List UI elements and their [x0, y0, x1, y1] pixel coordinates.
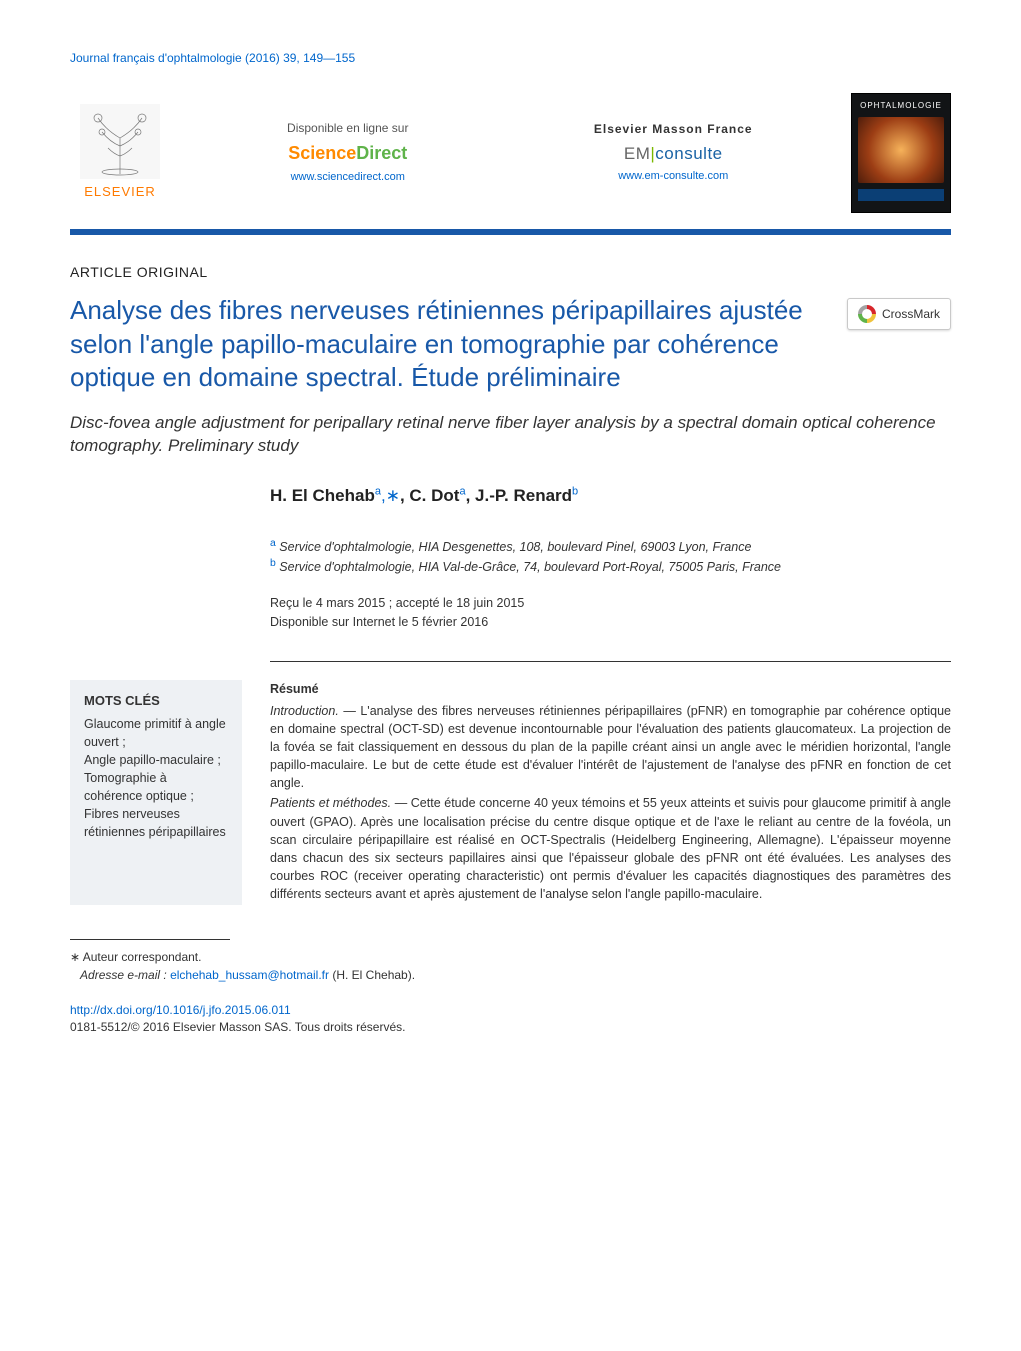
keywords-list: Glaucome primitif à angle ouvert ; Angle… [84, 715, 228, 842]
em-consulte-logo: EM|consulte [624, 142, 723, 166]
email-label: Adresse e-mail : [80, 968, 167, 982]
copyright-line: 0181-5512/© 2016 Elsevier Masson SAS. To… [70, 1019, 951, 1036]
keywords-heading: MOTS CLÉS [84, 692, 228, 711]
abstract-intro: Introduction. — L'analyse des fibres ner… [270, 702, 951, 793]
abstract-intro-lead: Introduction. — [270, 704, 356, 718]
article-title-english: Disc-fovea angle adjustment for peripall… [70, 412, 951, 458]
author-line: H. El Chehaba,∗, C. Dota, J.-P. Renardb [270, 484, 951, 508]
author-3-aff: b [572, 485, 578, 497]
keywords-box: MOTS CLÉS Glaucome primitif à angle ouve… [70, 680, 242, 906]
affiliations: a Service d'ophtalmologie, HIA Desgenett… [270, 536, 951, 577]
corresponding-email-line: Adresse e-mail : elchehab_hussam@hotmail… [70, 966, 951, 984]
cover-bar [858, 189, 944, 201]
abstract-text: Résumé Introduction. — L'analyse des fib… [270, 680, 951, 906]
em-word-consulte: consulte [655, 144, 722, 163]
article-title-french: Analyse des fibres nerveuses rétiniennes… [70, 294, 823, 394]
sd-word-science: Science [288, 143, 356, 163]
history-dates: Reçu le 4 mars 2015 ; accepté le 18 juin… [270, 594, 951, 630]
elsevier-logo-block: ELSEVIER [70, 104, 170, 201]
author-2-aff: a [459, 485, 465, 497]
corresponding-email-name: (H. El Chehab). [332, 968, 415, 982]
author-3-name: J.-P. Renard [475, 486, 572, 505]
affiliation-a: a Service d'ophtalmologie, HIA Desgenett… [270, 536, 951, 556]
author-2-name: C. Dot [409, 486, 459, 505]
abstract-intro-body: L'analyse des fibres nerveuses rétinienn… [270, 704, 951, 791]
online-date: Disponible sur Internet le 5 février 201… [270, 613, 951, 631]
sciencedirect-url[interactable]: www.sciencedirect.com [291, 170, 405, 185]
abstract-divider [270, 661, 951, 662]
corresponding-label: ∗ Auteur correspondant. [70, 948, 951, 966]
abstract-methods-body: Cette étude concerne 40 yeux témoins et … [270, 796, 951, 901]
footnote-divider [70, 939, 230, 940]
crossmark-icon [858, 305, 876, 323]
abstract-heading: Résumé [270, 680, 951, 698]
title-row: Analyse des fibres nerveuses rétiniennes… [70, 294, 951, 394]
abstract-methods-lead: Patients et méthodes. — [270, 796, 407, 810]
sciencedirect-logo: ScienceDirect [288, 141, 407, 166]
journal-reference: Journal français d'ophtalmologie (2016) … [70, 50, 951, 67]
em-consulte-url[interactable]: www.em-consulte.com [618, 169, 728, 184]
em-consulte-block: Elsevier Masson France EM|consulte www.e… [526, 121, 822, 185]
doi-link[interactable]: http://dx.doi.org/10.1016/j.jfo.2015.06.… [70, 1003, 291, 1017]
corresponding-label-text: Auteur correspondant. [83, 950, 202, 964]
available-online-label: Disponible en ligne sur [287, 120, 408, 137]
crossmark-label: CrossMark [882, 306, 940, 323]
publisher-header: ELSEVIER Disponible en ligne sur Science… [70, 81, 951, 227]
affiliation-b-text: Service d'ophtalmologie, HIA Val-de-Grâc… [279, 560, 781, 574]
sd-word-direct: Direct [356, 143, 407, 163]
elsevier-tree-icon [80, 104, 160, 179]
doi-line: http://dx.doi.org/10.1016/j.jfo.2015.06.… [70, 1002, 951, 1019]
abstract-methods: Patients et méthodes. — Cette étude conc… [270, 794, 951, 903]
affiliation-b: b Service d'ophtalmologie, HIA Val-de-Gr… [270, 556, 951, 576]
corresponding-email-link[interactable]: elchehab_hussam@hotmail.fr [170, 968, 329, 982]
cover-title: OPHTALMOLOGIE [860, 100, 942, 111]
header-divider [70, 229, 951, 235]
elsevier-masson-label: Elsevier Masson France [594, 121, 753, 138]
sciencedirect-block: Disponible en ligne sur ScienceDirect ww… [200, 120, 496, 185]
affiliation-a-text: Service d'ophtalmologie, HIA Desgenettes… [279, 540, 751, 554]
em-word-em: EM [624, 144, 651, 163]
corresponding-star-icon: ,∗ [381, 486, 400, 505]
author-1-name: H. El Chehab [270, 486, 375, 505]
crossmark-badge[interactable]: CrossMark [847, 298, 951, 330]
abstract-section: MOTS CLÉS Glaucome primitif à angle ouve… [70, 680, 951, 906]
cover-image-icon [858, 117, 944, 183]
received-accepted-date: Reçu le 4 mars 2015 ; accepté le 18 juin… [270, 594, 951, 612]
journal-cover-thumbnail: OPHTALMOLOGIE [851, 93, 951, 213]
elsevier-wordmark: ELSEVIER [84, 183, 156, 201]
article-type-label: ARTICLE ORIGINAL [70, 263, 951, 283]
corresponding-footnote: ∗ Auteur correspondant. Adresse e-mail :… [70, 948, 951, 984]
